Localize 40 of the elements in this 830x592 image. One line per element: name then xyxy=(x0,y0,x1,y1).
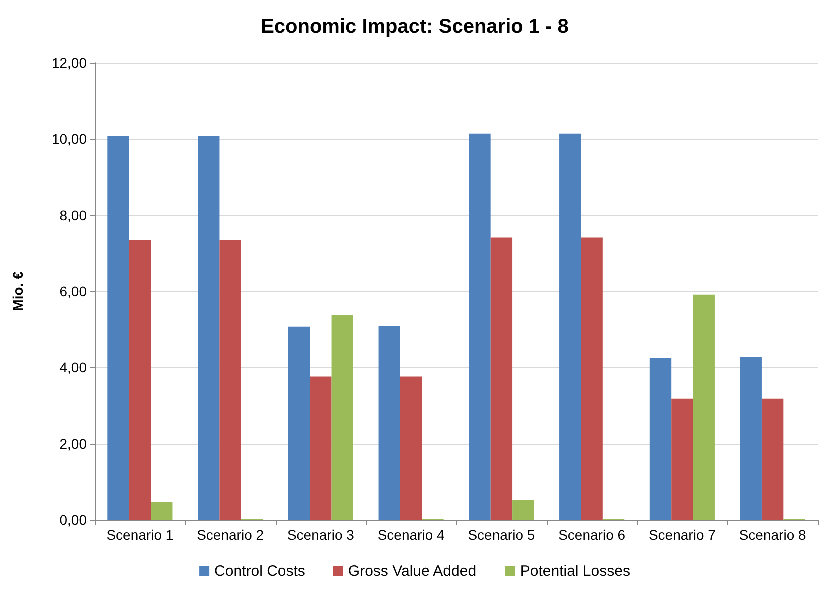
x-tick-label: Scenario 4 xyxy=(378,527,445,543)
bar xyxy=(762,398,784,520)
legend-label: Potential Losses xyxy=(520,563,630,580)
bar xyxy=(693,294,715,520)
y-tick-label: 12,00 xyxy=(52,55,88,71)
y-tick-label: 4,00 xyxy=(60,360,88,376)
y-tick-label: 8,00 xyxy=(60,207,88,224)
x-tick-label: Scenario 1 xyxy=(106,527,174,543)
x-tick-label: Scenario 2 xyxy=(197,527,264,543)
x-tick-label: Scenario 3 xyxy=(287,527,355,543)
x-tick-label: Scenario 5 xyxy=(468,527,536,543)
bar xyxy=(581,238,603,520)
bar xyxy=(672,398,694,520)
legend-label: Gross Value Added xyxy=(348,563,477,580)
y-tick-label: 2,00 xyxy=(60,436,88,452)
chart-title: Economic Impact: Scenario 1 - 8 xyxy=(261,16,569,38)
y-tick-label: 6,00 xyxy=(60,284,88,300)
x-tick-label: Scenario 7 xyxy=(648,527,716,543)
bar xyxy=(400,376,422,520)
bar xyxy=(310,376,332,520)
legend-label: Control Costs xyxy=(214,563,306,580)
bar xyxy=(129,240,152,520)
bar xyxy=(650,358,672,520)
y-tick-label: 10,00 xyxy=(52,131,88,148)
bar xyxy=(378,326,400,520)
bar xyxy=(198,136,220,520)
bar xyxy=(560,134,582,520)
bar xyxy=(512,500,534,520)
bar xyxy=(151,502,173,520)
bar xyxy=(490,238,513,520)
y-axis-title: Mio. € xyxy=(10,271,26,312)
bar xyxy=(332,315,354,520)
y-tick-label: 0,00 xyxy=(60,512,88,528)
bar xyxy=(469,134,491,520)
bar xyxy=(288,326,310,520)
x-tick-label: Scenario 6 xyxy=(558,527,626,543)
bar xyxy=(220,240,242,520)
bar xyxy=(740,357,762,520)
x-tick-label: Scenario 8 xyxy=(739,527,806,543)
bar xyxy=(108,136,130,520)
